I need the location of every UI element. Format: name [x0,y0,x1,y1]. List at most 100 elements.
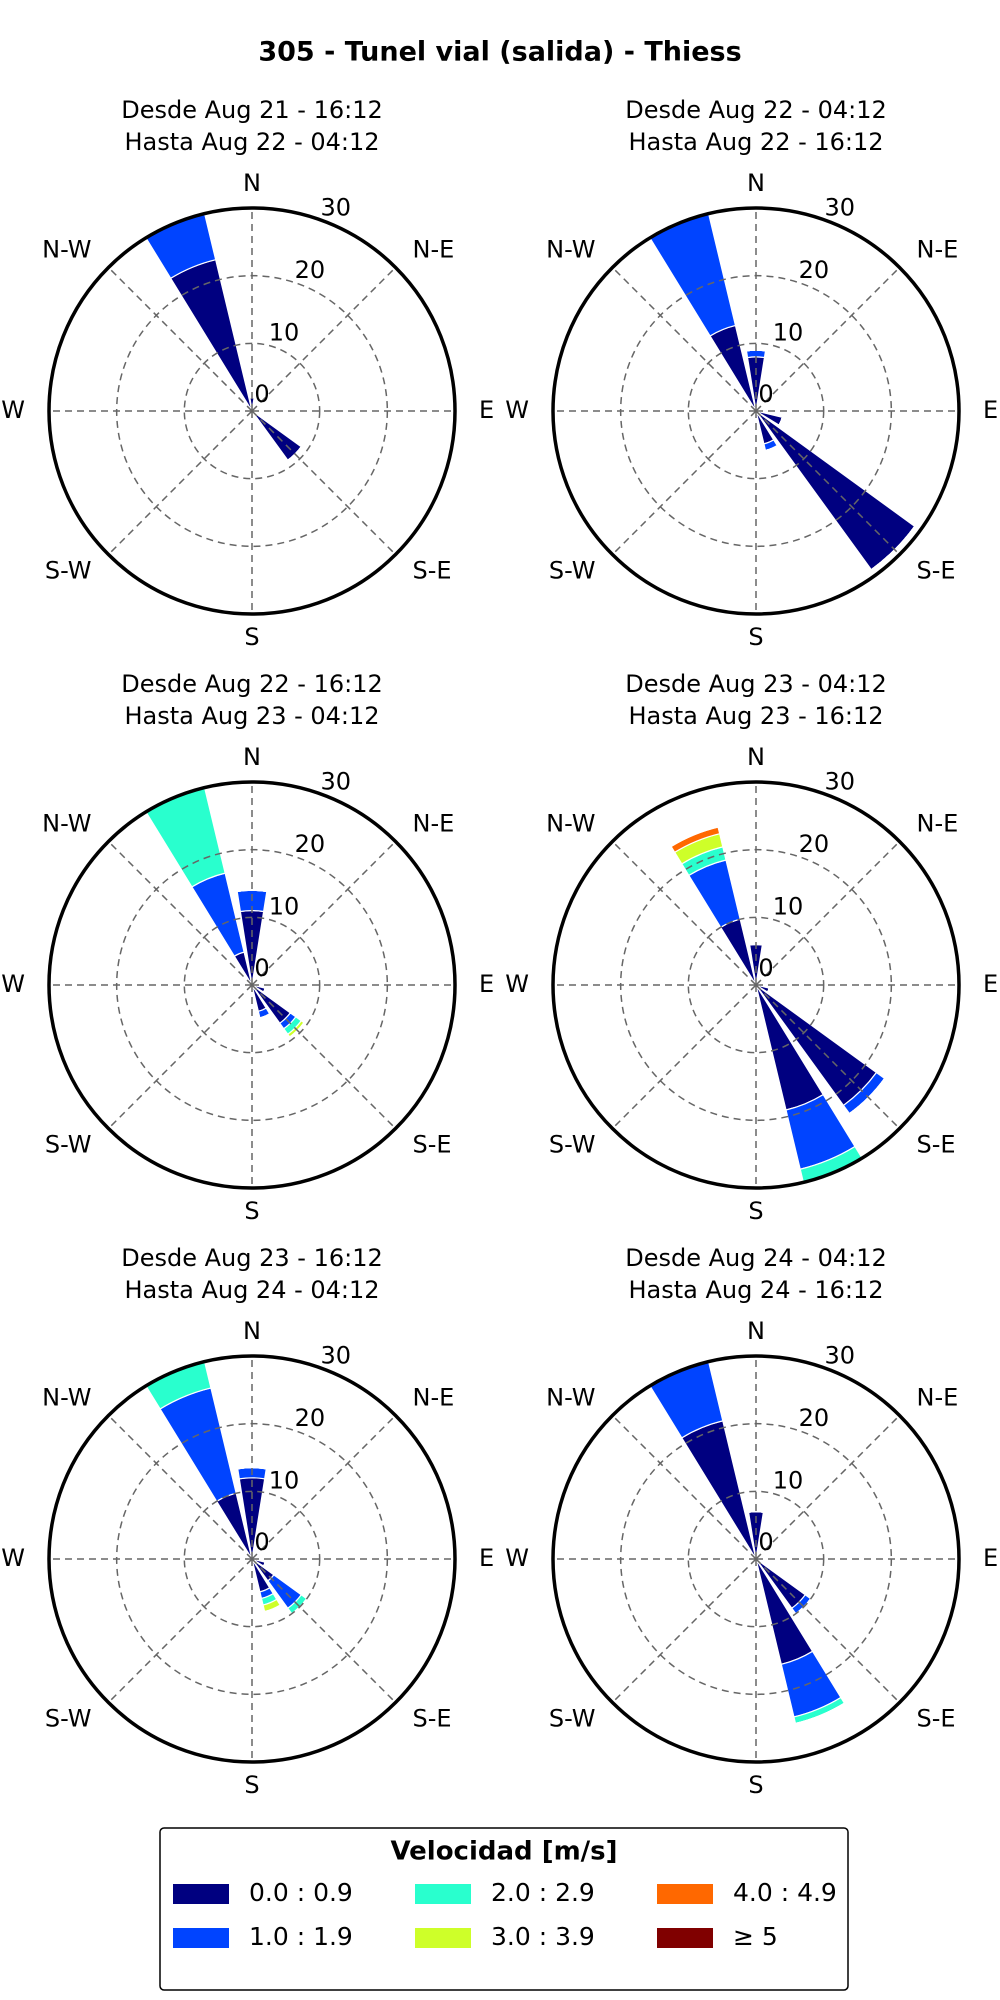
grid-ring [687,1490,825,1628]
grid-spoke [611,1558,757,1704]
legend-label: 2.0 : 2.9 [491,1878,595,1907]
grid-spoke [251,984,397,1130]
legend-swatch [173,1928,229,1948]
outer-ring [47,780,457,1190]
subplot-title: Desde Aug 22 - 04:12 [625,96,887,124]
grid-spoke [611,840,757,986]
radial-tick-label: 0 [254,1528,269,1556]
grid-ring [115,1422,389,1696]
bar-segment [191,872,245,957]
angle-label: S-W [45,1705,92,1733]
angle-label: N-E [413,1383,455,1411]
bar-segment [169,258,253,412]
outer-ring [47,1354,457,1764]
radial-tick-label: 10 [773,1467,804,1495]
grid-spoke [755,266,901,412]
angle-label: S-E [917,557,956,585]
grid-spoke [251,840,397,986]
subplot-title: Desde Aug 22 - 16:12 [121,670,383,698]
grid-spoke [611,266,757,412]
angle-label: N [243,1317,261,1345]
angle-label: W [1,1544,25,1572]
subplot-subtitle: Hasta Aug 24 - 04:12 [124,1276,379,1304]
radial-tick-label: 0 [758,380,773,408]
bar-segment [145,786,226,888]
outer-ring [551,1354,961,1764]
grid-ring [687,342,825,480]
grid-spoke [251,266,397,412]
grid-spoke [107,410,253,556]
outer-ring [47,206,457,616]
legend-label: ≥ 5 [733,1922,778,1951]
radial-tick-label: 0 [758,1528,773,1556]
radial-tick-label: 10 [269,1467,300,1495]
radial-tick-label: 10 [269,893,300,921]
angle-label: S [748,623,763,651]
grid-spoke [251,1414,397,1560]
grid-spoke [251,410,397,556]
subplot-subtitle: Hasta Aug 23 - 16:12 [628,702,883,730]
grid-spoke [755,410,901,556]
radial-tick-label: 10 [773,319,804,347]
radial-tick-label: 30 [825,1342,856,1370]
bar-segment [263,1562,266,1567]
subplot-title: Desde Aug 23 - 04:12 [625,670,887,698]
grid-ring [687,916,825,1054]
angle-label: N [747,743,765,771]
bar-segment [755,1558,814,1666]
grid-ring [619,274,893,548]
angle-label: N-E [917,1383,959,1411]
bar-segment [778,417,783,426]
angle-label: S-E [917,1131,956,1159]
grid-ring [183,342,321,480]
radial-tick-label: 30 [321,768,352,796]
angle-label: E [479,396,494,424]
angle-label: N-W [546,235,595,263]
legend-swatch [173,1884,229,1904]
angle-label: W [505,970,529,998]
angle-label: N-E [413,235,455,263]
grid-spoke [611,1414,757,1560]
bar-segment [767,988,770,993]
grid-ring [183,1490,321,1628]
angle-label: N-W [546,1383,595,1411]
subplot-subtitle: Hasta Aug 24 - 16:12 [628,1276,883,1304]
legend-swatch [657,1884,713,1904]
legend-label: 3.0 : 3.9 [491,1922,595,1951]
angle-label: S-E [917,1705,956,1733]
angle-label: N-W [42,809,91,837]
grid-ring [115,274,389,548]
angle-label: S-E [413,557,452,585]
angle-label: N-W [42,235,91,263]
angle-label: S [244,1197,259,1225]
angle-label: W [1,970,25,998]
outer-ring [551,206,961,616]
bar-segment [795,1702,845,1725]
angle-label: W [505,396,529,424]
bar-segment [159,1387,237,1503]
legend-box [159,1827,849,1991]
angle-label: S-W [549,1705,596,1733]
radial-tick-label: 10 [269,319,300,347]
legend-label: 4.0 : 4.9 [733,1878,837,1907]
radial-tick-label: 0 [254,954,269,982]
angle-label: W [505,1544,529,1572]
angle-label: S [748,1771,763,1799]
legend-label: 0.0 : 0.9 [249,1878,353,1907]
grid-spoke [611,410,757,556]
subplot-subtitle: Hasta Aug 23 - 04:12 [124,702,379,730]
radial-tick-label: 30 [321,1342,352,1370]
grid-spoke [107,840,253,986]
angle-label: N-E [413,809,455,837]
radial-tick-label: 30 [825,768,856,796]
grid-spoke [107,984,253,1130]
subplot-title: Desde Aug 23 - 16:12 [121,1244,383,1272]
grid-spoke [611,984,757,1130]
legend-swatch [415,1884,471,1904]
angle-label: E [983,970,998,998]
grid-spoke [755,840,901,986]
bar-segment [765,445,778,452]
angle-label: S-E [413,1131,452,1159]
legend-title: Velocidad [m/s] [390,1837,617,1867]
angle-label: N-W [42,1383,91,1411]
